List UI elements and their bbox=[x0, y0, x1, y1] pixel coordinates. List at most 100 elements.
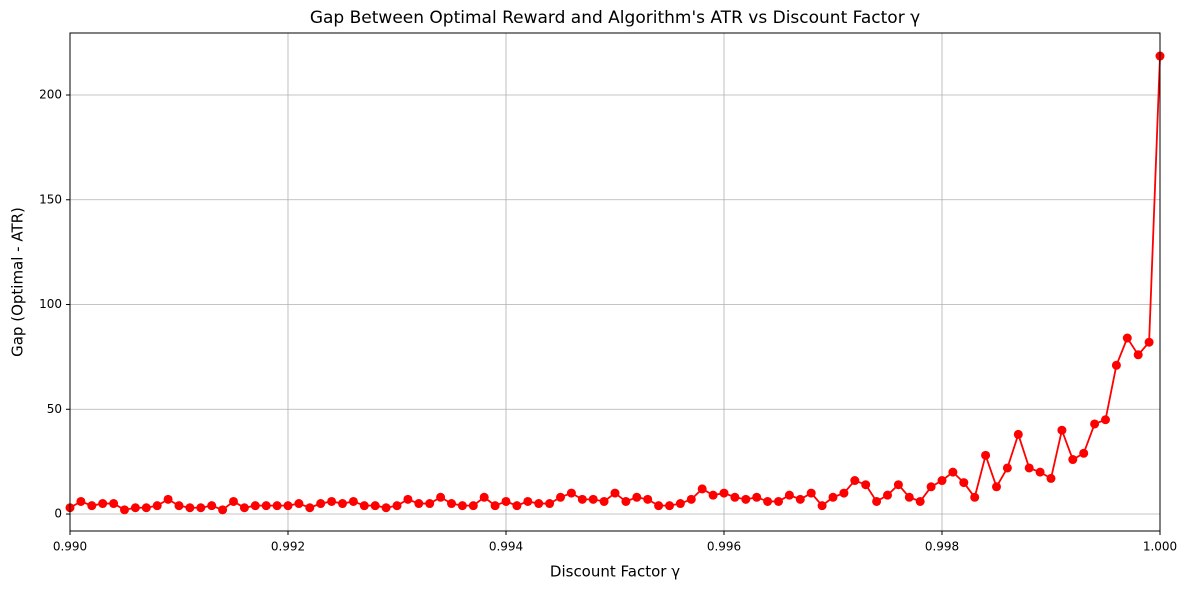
data-point bbox=[152, 501, 162, 511]
data-point bbox=[109, 499, 119, 509]
data-point bbox=[948, 467, 958, 477]
data-point bbox=[348, 496, 358, 506]
y-tick-label: 50 bbox=[47, 402, 62, 416]
data-point bbox=[1122, 333, 1132, 343]
x-tick-label: 0.992 bbox=[271, 540, 305, 554]
data-point bbox=[370, 501, 380, 511]
data-point bbox=[632, 492, 642, 502]
chart-title: Gap Between Optimal Reward and Algorithm… bbox=[310, 8, 920, 28]
data-point bbox=[1035, 467, 1045, 477]
data-point bbox=[1057, 425, 1067, 435]
data-point bbox=[643, 494, 653, 504]
data-point bbox=[501, 496, 511, 506]
data-point bbox=[294, 499, 304, 509]
data-point bbox=[1046, 473, 1056, 483]
data-point bbox=[392, 501, 402, 511]
data-point bbox=[305, 503, 315, 513]
data-point bbox=[327, 496, 337, 506]
data-point bbox=[98, 499, 108, 509]
data-point bbox=[272, 501, 282, 511]
data-point bbox=[556, 492, 565, 502]
data-point bbox=[1079, 448, 1089, 458]
data-point bbox=[784, 490, 794, 500]
data-point bbox=[675, 499, 685, 509]
data-point bbox=[926, 482, 936, 492]
data-point bbox=[359, 501, 369, 511]
data-point bbox=[523, 496, 533, 506]
data-point bbox=[316, 499, 326, 509]
data-point bbox=[599, 496, 609, 506]
data-point bbox=[163, 494, 173, 504]
data-point bbox=[545, 499, 555, 509]
data-point bbox=[566, 488, 576, 498]
data-point bbox=[959, 478, 969, 488]
data-point bbox=[861, 480, 871, 490]
data-point bbox=[229, 496, 238, 506]
data-point bbox=[970, 492, 980, 502]
data-point bbox=[708, 490, 718, 500]
x-tick-label: 0.998 bbox=[925, 540, 959, 554]
data-point bbox=[218, 505, 228, 515]
data-point bbox=[141, 503, 151, 513]
data-point bbox=[250, 501, 260, 511]
data-point bbox=[730, 492, 740, 502]
data-point bbox=[806, 488, 816, 498]
data-point bbox=[1013, 429, 1023, 439]
data-point bbox=[196, 503, 206, 513]
data-point bbox=[436, 492, 446, 502]
data-point bbox=[795, 494, 805, 504]
data-point bbox=[414, 499, 424, 509]
data-point bbox=[403, 494, 413, 504]
data-point bbox=[686, 494, 696, 504]
x-tick-label: 0.990 bbox=[53, 540, 87, 554]
data-point bbox=[283, 501, 293, 511]
data-point bbox=[120, 505, 129, 515]
data-point bbox=[774, 496, 783, 506]
y-tick-label: 100 bbox=[39, 297, 62, 311]
data-point bbox=[937, 476, 947, 486]
plot-frame bbox=[69, 32, 1161, 532]
data-point bbox=[992, 482, 1001, 492]
data-point bbox=[130, 503, 140, 513]
x-tick-label: 1.000 bbox=[1143, 540, 1177, 554]
data-point bbox=[588, 494, 598, 504]
x-tick-label: 0.996 bbox=[707, 540, 741, 554]
data-point bbox=[338, 499, 347, 509]
data-point bbox=[76, 496, 86, 506]
series-line bbox=[69, 56, 1161, 511]
data-point bbox=[457, 501, 467, 511]
data-point bbox=[1133, 350, 1143, 360]
data-point bbox=[261, 501, 271, 511]
data-point bbox=[621, 496, 631, 506]
data-point bbox=[207, 501, 217, 511]
data-point bbox=[915, 496, 925, 506]
y-axis-label: Gap (Optimal - ATR) bbox=[9, 207, 27, 357]
data-point bbox=[534, 499, 544, 509]
data-point bbox=[697, 484, 707, 494]
data-point bbox=[1068, 455, 1078, 465]
data-point bbox=[490, 501, 500, 511]
data-point bbox=[883, 490, 892, 500]
data-point bbox=[981, 450, 991, 460]
data-point bbox=[872, 496, 882, 506]
data-point bbox=[1144, 337, 1154, 347]
data-point bbox=[174, 501, 184, 511]
y-tick-label: 150 bbox=[39, 192, 62, 206]
data-point bbox=[719, 488, 729, 498]
data-point bbox=[381, 503, 391, 513]
data-point bbox=[512, 501, 522, 511]
data-point bbox=[468, 501, 478, 511]
data-point bbox=[425, 499, 435, 509]
data-point bbox=[87, 501, 97, 511]
data-point bbox=[1111, 360, 1121, 370]
data-point bbox=[850, 476, 860, 486]
data-point bbox=[817, 501, 827, 511]
x-tick-label: 0.994 bbox=[489, 540, 523, 554]
data-point bbox=[665, 501, 674, 511]
data-point bbox=[839, 488, 849, 498]
data-point bbox=[1002, 463, 1012, 473]
data-point bbox=[763, 496, 773, 506]
data-point bbox=[610, 488, 620, 498]
data-point bbox=[185, 503, 195, 513]
